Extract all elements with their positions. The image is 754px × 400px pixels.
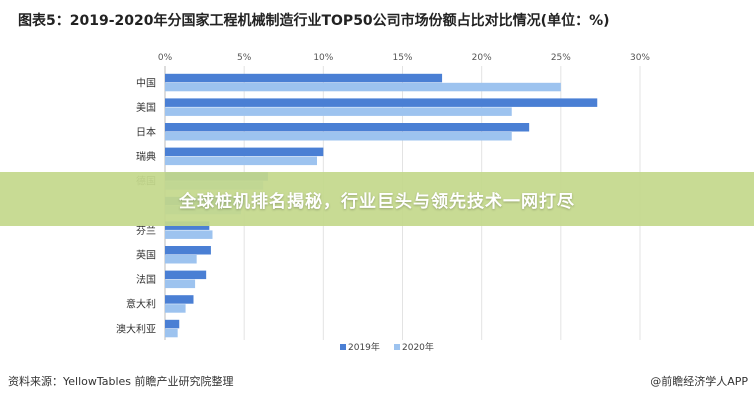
category-labels: 中国美国日本瑞典德国芬兰英国法国意大利澳大利亚 xyxy=(116,76,156,335)
bar-2019年 xyxy=(165,98,598,107)
legend-label: 2020年 xyxy=(402,341,434,353)
bar-2020年 xyxy=(165,230,213,239)
x-tick-label: 25% xyxy=(551,53,571,63)
bar-2019年 xyxy=(165,147,324,157)
category-label: 美国 xyxy=(136,101,156,114)
bar-2020年 xyxy=(165,132,512,141)
bar-2019年 xyxy=(165,73,443,83)
bar-2019年 xyxy=(165,270,207,280)
x-tick-label: 0% xyxy=(158,53,173,63)
bar-2020年 xyxy=(165,328,178,338)
bar-2020年 xyxy=(165,279,196,289)
category-label: 日本 xyxy=(136,126,156,139)
bar-2020年 xyxy=(165,255,197,264)
x-tick-label: 5% xyxy=(237,53,252,63)
bar-2020年 xyxy=(165,156,317,166)
bar-2019年 xyxy=(165,246,211,255)
category-label: 法国 xyxy=(136,273,156,286)
bar-2019年 xyxy=(165,295,194,304)
category-label: 意大利 xyxy=(126,298,156,311)
credit-note: @前瞻经济学人APP xyxy=(650,375,748,388)
x-tick-label: 15% xyxy=(392,53,412,63)
x-tick-label: 10% xyxy=(313,53,333,63)
banner-text: 全球桩机排名揭秘，行业巨头与领先技术一网打尽 xyxy=(179,191,575,212)
legend: 2019年 2020年 xyxy=(340,341,434,353)
source-note: 资料来源：YellowTables 前瞻产业研究院整理 xyxy=(8,375,234,388)
bar-2019年 xyxy=(165,319,180,329)
category-label: 中国 xyxy=(136,76,156,89)
bar-2020年 xyxy=(165,82,561,92)
bar-2020年 xyxy=(165,304,186,313)
category-label: 芬兰 xyxy=(136,224,156,237)
category-label: 澳大利亚 xyxy=(116,322,156,335)
x-tick-label: 20% xyxy=(472,53,492,63)
category-label: 英国 xyxy=(136,249,156,262)
legend-label: 2019年 xyxy=(348,341,380,353)
category-label: 瑞典 xyxy=(136,150,156,163)
chart-title: 图表5：2019-2020年分国家工程机械制造行业TOP50公司市场份额占比对比… xyxy=(18,13,610,29)
x-axis-ticks: 0% 5% 10% 15% 20% 25% 30% xyxy=(158,53,651,63)
legend-swatch xyxy=(340,344,346,350)
bar-2019年 xyxy=(165,123,530,132)
x-tick-label: 30% xyxy=(630,53,650,63)
overlay-banner: 全球桩机排名揭秘，行业巨头与领先技术一网打尽 xyxy=(0,172,754,226)
legend-swatch xyxy=(394,344,400,350)
bar-2020年 xyxy=(165,107,512,116)
